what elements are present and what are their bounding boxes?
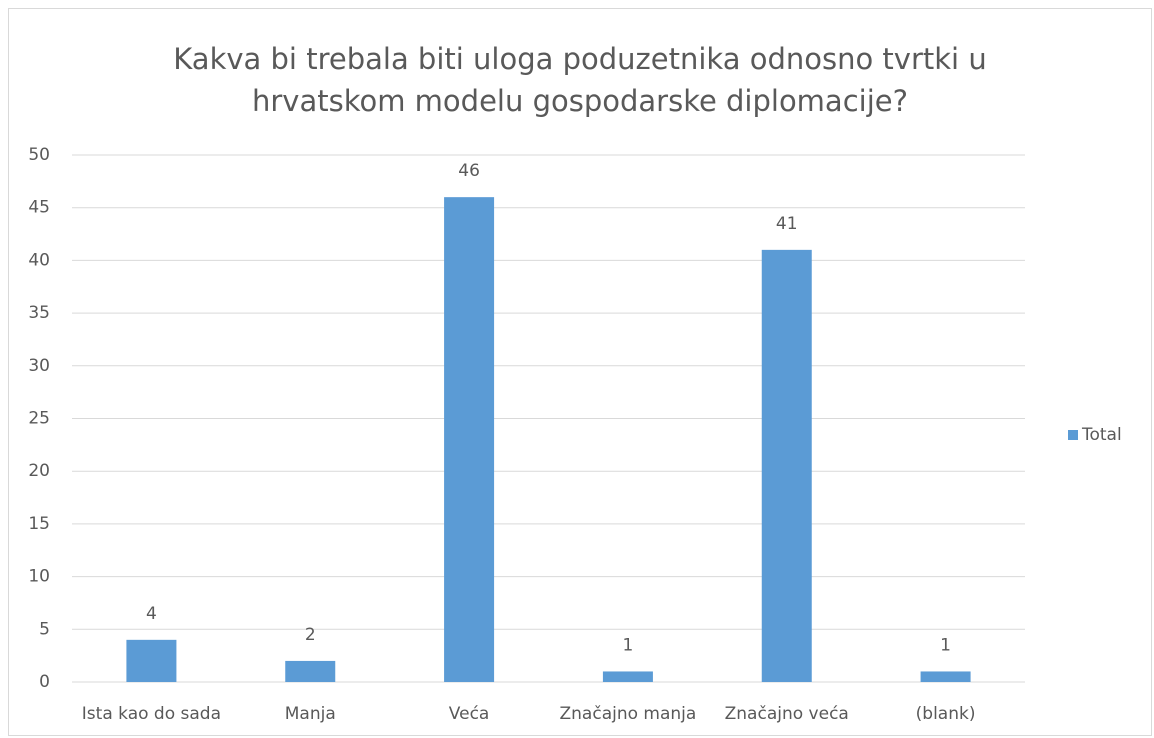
y-tick-label: 20 [28,461,50,481]
y-tick-label: 0 [39,672,50,692]
data-label: 1 [623,635,634,655]
y-tick-label: 40 [28,250,50,270]
x-tick-label: (blank) [916,704,976,724]
bar [444,197,495,682]
x-tick-label: Veća [449,704,490,724]
data-label: 4 [146,604,157,624]
legend-label: Total [1081,425,1122,445]
y-tick-label: 15 [28,514,50,534]
legend-swatch [1068,430,1078,440]
data-label: 1 [940,635,951,655]
data-label: 2 [305,625,316,645]
x-tick-label: Ista kao do sada [82,704,221,724]
y-tick-label: 50 [28,145,50,165]
y-tick-label: 35 [28,303,50,323]
x-tick-label: Značajno manja [560,704,697,724]
bar [285,660,336,682]
x-tick-label: Manja [285,704,336,724]
y-tick-label: 5 [39,619,50,639]
y-tick-label: 30 [28,356,50,376]
bar [761,249,812,683]
y-tick-label: 10 [28,567,50,587]
data-label: 41 [776,214,798,234]
y-tick-label: 25 [28,409,50,429]
bar [602,671,653,682]
bar [126,639,177,682]
chart-title: Kakva bi trebala biti uloga poduzetnika … [173,42,987,118]
bar [920,671,971,682]
chart-frame [8,8,1152,736]
y-tick-label: 45 [28,198,50,218]
data-label: 46 [458,161,480,181]
x-tick-label: Značajno veća [725,704,849,724]
